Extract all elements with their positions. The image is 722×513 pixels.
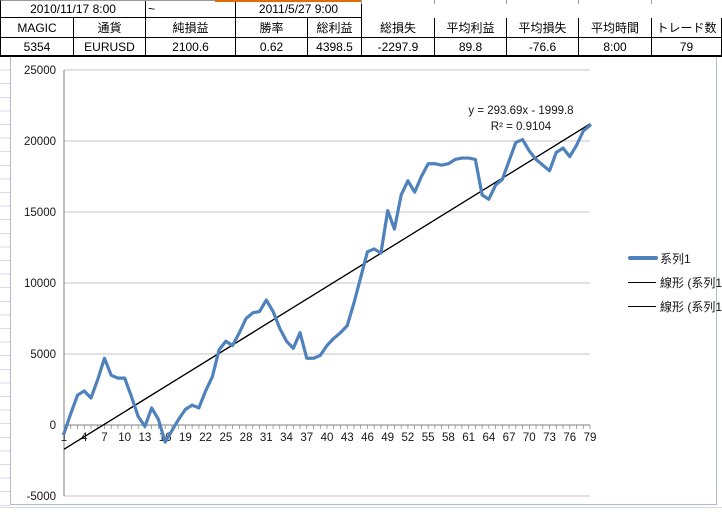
- worksheet-gridlines-left: [0, 57, 10, 513]
- cell-magic-value[interactable]: 5354: [1, 38, 74, 55]
- stats-header-row: MAGIC 通貨 純損益 勝率 総利益 総損失 平均利益 平均損失 平均時間 ト…: [0, 18, 722, 38]
- col-header-avg-time[interactable]: 平均時間: [579, 18, 652, 37]
- cell-trade-count-value[interactable]: 79: [652, 38, 722, 55]
- trendline-swatch: [628, 281, 656, 283]
- legend-item-0: 系列1: [628, 250, 722, 266]
- x-axis-label: 22: [199, 432, 212, 444]
- col-header-magic[interactable]: MAGIC: [1, 18, 74, 37]
- period-tilde-cell[interactable]: ~: [146, 1, 236, 17]
- period-end-cell[interactable]: 2011/5/27 9:00: [236, 1, 362, 17]
- x-axis-label: 46: [361, 432, 374, 444]
- series-line: [62, 123, 592, 444]
- x-axis-label: 10: [118, 432, 131, 444]
- x-axis-label: 40: [321, 432, 334, 444]
- y-axis-label: 0: [50, 420, 56, 432]
- x-axis-label: 55: [422, 432, 435, 444]
- period-row: 2010/11/17 8:00 ~ 2011/5/27 9:00: [0, 0, 362, 18]
- legend-label: 線形 (系列1): [660, 275, 722, 290]
- x-axis-label: 1: [61, 432, 67, 444]
- x-axis-label: 70: [523, 432, 536, 444]
- cell-currency-value[interactable]: EURUSD: [74, 38, 146, 55]
- cell-net-profit-value[interactable]: 2100.6: [146, 38, 236, 55]
- trendline-equation: y = 293.69x - 1999.8 R² = 0.9104: [441, 103, 601, 135]
- y-axis-label: 15000: [24, 207, 56, 219]
- x-axis-label: 25: [219, 432, 232, 444]
- trendline-swatch: [628, 305, 656, 307]
- chart-area[interactable]: -5000 0 5000 10000 15000 20000 25000 1 4 7 10 13 16 1…: [10, 57, 722, 505]
- col-header-win-rate[interactable]: 勝率: [236, 18, 308, 37]
- col-header-currency[interactable]: 通貨: [74, 18, 146, 37]
- col-header-gross-profit[interactable]: 総利益: [308, 18, 362, 37]
- cell-gross-profit-value[interactable]: 4398.5: [308, 38, 362, 55]
- col-header-avg-loss[interactable]: 平均損失: [507, 18, 579, 37]
- period-start-cell[interactable]: 2010/11/17 8:00: [1, 1, 146, 17]
- x-axis-label: 73: [543, 432, 556, 444]
- cell-win-rate-value[interactable]: 0.62: [236, 38, 308, 55]
- col-header-gross-loss[interactable]: 総損失: [362, 18, 435, 37]
- cell-avg-profit-value[interactable]: 89.8: [435, 38, 507, 55]
- series-line-swatch: [628, 256, 658, 260]
- y-axis-label: 10000: [24, 278, 56, 290]
- y-axis-label: 25000: [24, 65, 56, 77]
- legend-item-2: 線形 (系列1): [628, 298, 722, 314]
- col-header-avg-profit[interactable]: 平均利益: [435, 18, 507, 37]
- y-axis-label: 20000: [24, 136, 56, 148]
- x-axis-label: 28: [240, 432, 253, 444]
- x-axis-label: 13: [139, 432, 152, 444]
- cell-gross-loss-value[interactable]: -2297.9: [362, 38, 435, 55]
- legend-label: 線形 (系列1): [660, 299, 722, 314]
- trendline-equation-line1: y = 293.69x - 1999.8: [468, 105, 574, 117]
- legend-label: 系列1: [660, 251, 691, 266]
- x-axis-label: 58: [442, 432, 455, 444]
- x-axis-label: 52: [402, 432, 415, 444]
- x-axis-label: 19: [179, 432, 192, 444]
- x-axis-label: 61: [462, 432, 475, 444]
- x-axis-label: 67: [503, 432, 516, 444]
- x-axis-label: 79: [584, 432, 597, 444]
- worksheet-gridline-bottom: [0, 507, 722, 508]
- x-axis-label: 76: [563, 432, 576, 444]
- x-axis-label: 43: [341, 432, 354, 444]
- cell-avg-time-value[interactable]: 8:00: [579, 38, 652, 55]
- col-header-net-profit[interactable]: 純損益: [146, 18, 236, 37]
- stats-value-row: 5354 EURUSD 2100.6 0.62 4398.5 -2297.9 8…: [0, 38, 722, 57]
- legend-item-1: 線形 (系列1): [628, 274, 722, 290]
- trendline-r-squared: R² = 0.9104: [490, 121, 552, 133]
- x-axis-label: 64: [482, 432, 495, 444]
- x-axis-label: 4: [81, 432, 88, 444]
- x-axis-label: 37: [300, 432, 313, 444]
- trendline: [63, 123, 591, 450]
- highlight-border: [215, 0, 361, 2]
- x-axis-label: 7: [101, 432, 107, 444]
- y-axis-label: 5000: [30, 349, 56, 361]
- cell-avg-loss-value[interactable]: -76.6: [507, 38, 579, 55]
- x-axis-label: 34: [280, 432, 293, 444]
- x-axis-label: 49: [381, 432, 394, 444]
- col-header-trade-count[interactable]: トレード数: [652, 18, 722, 37]
- chart-legend: 系列1 線形 (系列1) 線形 (系列1): [628, 250, 722, 322]
- y-axis-label: -5000: [27, 491, 56, 503]
- x-axis-label: 31: [260, 432, 273, 444]
